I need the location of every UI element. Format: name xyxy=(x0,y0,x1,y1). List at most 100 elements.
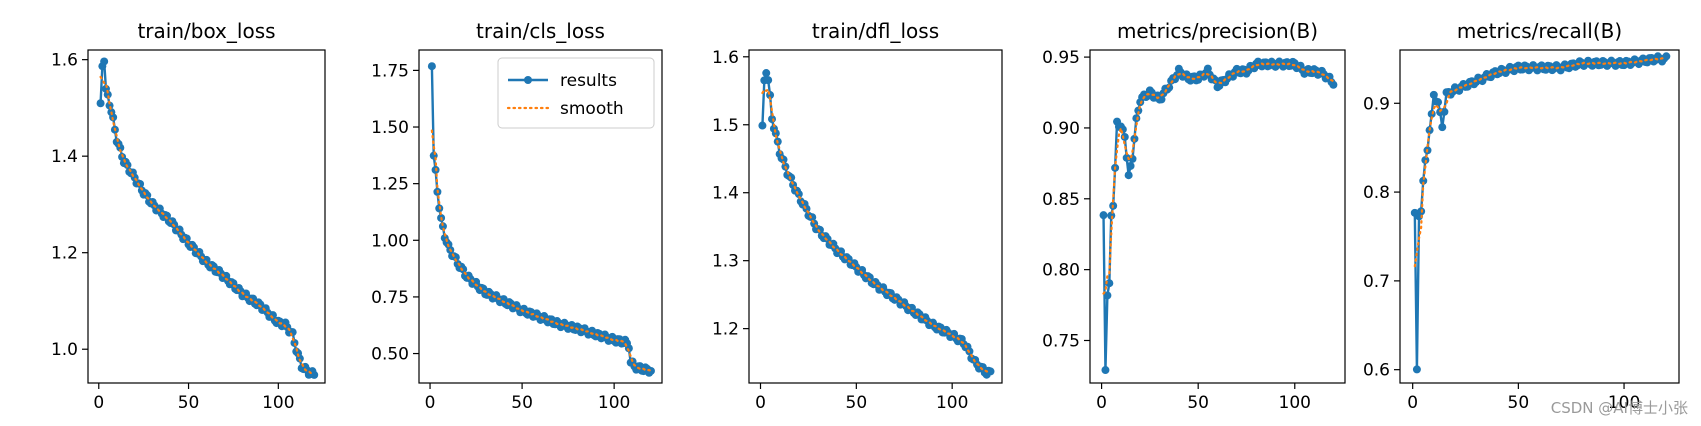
x-tick-label: 50 xyxy=(846,393,868,413)
panel-title: metrics/precision(B) xyxy=(1117,19,1318,43)
x-tick-label: 100 xyxy=(598,393,630,413)
results-point xyxy=(764,76,773,85)
x-tick-label: 50 xyxy=(1508,393,1530,413)
y-tick-label: 0.8 xyxy=(1363,183,1390,203)
results-point xyxy=(1438,123,1447,132)
results-point xyxy=(100,57,109,66)
y-tick-label: 1.75 xyxy=(371,61,409,81)
results-point xyxy=(427,62,436,71)
axes-frame xyxy=(748,49,1003,384)
smooth-series-line xyxy=(430,129,653,372)
chart-panel-1: train/box_loss 0 50 100 1.0 1.2 1.4 1.6 xyxy=(51,19,326,413)
results-point xyxy=(1440,107,1449,116)
results-point xyxy=(1101,366,1110,375)
results-point xyxy=(1103,291,1112,300)
y-tick-label: 0.95 xyxy=(1042,48,1080,68)
results-point xyxy=(103,90,112,99)
panel-title: train/cls_loss xyxy=(476,19,605,43)
results-point xyxy=(758,121,767,130)
y-tick-label: 0.9 xyxy=(1363,94,1390,114)
smooth-series-line xyxy=(1102,62,1335,295)
y-tick-label: 1.5 xyxy=(712,116,739,136)
y-tick-label: 1.6 xyxy=(712,48,739,68)
results-point xyxy=(771,129,780,138)
x-tick-label: 50 xyxy=(178,393,200,413)
y-tick-label: 1.4 xyxy=(712,184,739,204)
results-point xyxy=(1120,132,1129,141)
y-tick-label: 1.2 xyxy=(712,320,739,340)
axes-frame xyxy=(1089,49,1346,384)
legend-results-label: results xyxy=(560,71,617,91)
x-tick-label: 100 xyxy=(1608,393,1640,413)
results-point xyxy=(1203,64,1212,73)
x-tick-label: 0 xyxy=(1096,393,1107,413)
y-tick-label: 1.2 xyxy=(51,244,78,264)
results-point xyxy=(986,367,995,376)
x-tick-label: 0 xyxy=(425,393,436,413)
chart-panel-2: train/cls_loss 0 50 100 0.50 0.75 1.00 1.25 1.50… xyxy=(371,19,663,413)
results-point xyxy=(762,69,771,78)
y-tick-label: 1.50 xyxy=(371,118,409,138)
results-point xyxy=(1329,80,1338,89)
legend-box xyxy=(497,57,655,129)
y-tick-label: 0.75 xyxy=(1042,331,1080,351)
smooth-series-line xyxy=(761,87,992,374)
legend-results-marker xyxy=(524,76,532,84)
panel-title: train/box_loss xyxy=(137,19,275,43)
chart-panel-3: train/dfl_loss 0 50 100 1.2 1.3 1.4 1.5 1.6 xyxy=(712,19,1003,413)
x-tick-label: 50 xyxy=(1187,393,1209,413)
y-tick-label: 0.80 xyxy=(1042,261,1080,281)
results-point xyxy=(459,265,468,274)
x-tick-label: 0 xyxy=(755,393,766,413)
results-point xyxy=(1126,161,1135,170)
axes-frame xyxy=(87,49,326,384)
results-point xyxy=(1107,211,1116,220)
results-point xyxy=(310,370,319,379)
chart-panel-4: metrics/precision(B) 0 50 100 0.75 0.80 0.85 0.… xyxy=(1042,19,1346,413)
x-tick-label: 100 xyxy=(262,393,294,413)
results-point xyxy=(1429,90,1438,99)
y-tick-label: 0.7 xyxy=(1363,272,1390,292)
results-point xyxy=(1165,83,1174,92)
x-tick-label: 0 xyxy=(93,393,104,413)
x-tick-label: 0 xyxy=(1407,393,1418,413)
smooth-series-line xyxy=(99,75,316,375)
results-point xyxy=(1132,114,1141,123)
axes-frame xyxy=(1399,49,1680,384)
y-tick-label: 1.25 xyxy=(371,175,409,195)
panel-title: train/dfl_loss xyxy=(812,19,939,43)
x-tick-label: 100 xyxy=(1279,393,1311,413)
y-tick-label: 0.85 xyxy=(1042,190,1080,210)
results-point xyxy=(787,173,796,182)
legend: results smooth xyxy=(497,57,655,129)
y-tick-label: 1.00 xyxy=(371,231,409,251)
y-tick-label: 0.90 xyxy=(1042,119,1080,139)
results-point xyxy=(1434,98,1443,107)
y-tick-label: 1.3 xyxy=(712,252,739,272)
x-tick-label: 100 xyxy=(936,393,968,413)
results-point xyxy=(1419,176,1428,185)
results-point xyxy=(136,180,145,189)
results-point xyxy=(96,99,105,108)
axes-frame xyxy=(418,49,663,384)
results-point xyxy=(105,101,114,110)
y-tick-label: 0.50 xyxy=(371,345,409,365)
y-tick-label: 1.0 xyxy=(51,340,78,360)
x-tick-label: 50 xyxy=(511,393,533,413)
smooth-series-line xyxy=(1413,57,1668,268)
results-point xyxy=(1099,211,1108,220)
results-point xyxy=(1412,365,1421,374)
y-tick-label: 0.6 xyxy=(1363,361,1390,381)
watermark-text: CSDN @AI博士小张 xyxy=(1551,399,1688,417)
panel-title: metrics/recall(B) xyxy=(1457,19,1622,43)
legend-smooth-label: smooth xyxy=(560,99,624,119)
y-tick-label: 1.4 xyxy=(51,147,78,167)
results-point xyxy=(1157,95,1166,104)
results-point xyxy=(1124,171,1133,180)
results-point xyxy=(438,222,447,231)
chart-panel-5: metrics/recall(B) 0 50 100 0.6 0.7 0.8 0.9 xyxy=(1363,19,1680,413)
y-tick-label: 1.6 xyxy=(51,51,78,71)
results-point xyxy=(1662,52,1671,61)
